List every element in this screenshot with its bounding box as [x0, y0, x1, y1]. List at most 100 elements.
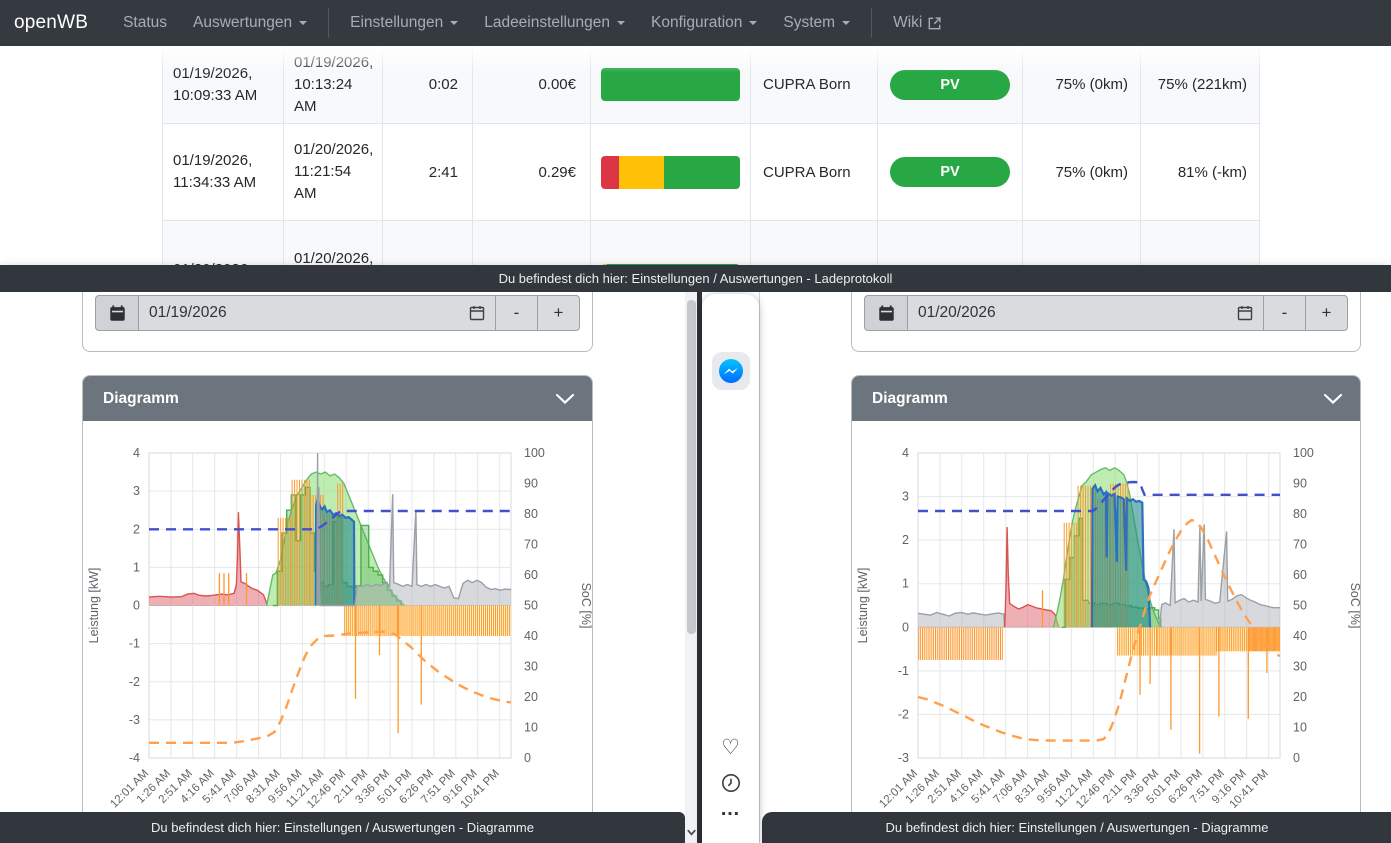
cell-end-time: 01/20/2026, 11:21:54 AM: [283, 124, 382, 220]
diagram-card-title: Diagramm: [103, 389, 179, 407]
nav-item-wiki[interactable]: Wiki: [880, 14, 954, 32]
svg-text:2: 2: [133, 522, 140, 536]
date-minus-button[interactable]: -: [1264, 295, 1306, 331]
chart-svg: 43210-1-2-3-4100908070605040302010012:01…: [87, 446, 592, 811]
ladepunkt-leistung-area: [1092, 485, 1151, 628]
svg-text:Leistung [kW]: Leistung [kW]: [856, 568, 870, 644]
breadcrumb-diagramme-left: Du befindest dich hier: Einstellungen / …: [0, 812, 685, 843]
svg-text:90: 90: [1293, 477, 1307, 491]
speicher-bars: [218, 479, 511, 734]
svg-text:90: 90: [524, 477, 538, 491]
more-options-icon[interactable]: …: [720, 798, 741, 820]
ladepunkt-leistung-area: [315, 499, 355, 606]
svg-text:100: 100: [1293, 446, 1314, 460]
nav-item-auswertungen[interactable]: Auswertungen: [180, 14, 320, 32]
window-divider: [697, 292, 702, 843]
calendar-icon: [109, 305, 125, 321]
svg-text:-3: -3: [129, 713, 140, 727]
nav-item-einstellungen[interactable]: Einstellungen: [337, 14, 471, 32]
scrollbar-vertical[interactable]: [685, 292, 698, 843]
svg-text:SoC [%]: SoC [%]: [579, 583, 592, 629]
bar-segment: [601, 155, 620, 189]
svg-text:20: 20: [1293, 690, 1307, 704]
svg-text:70: 70: [1293, 538, 1307, 552]
hausverbrauch-abend-line: [1158, 524, 1280, 628]
svg-text:0: 0: [1293, 751, 1300, 765]
browser-window-ladeprotokoll: openWB Status Auswertungen Einstellungen La…: [0, 0, 1391, 292]
scrollbar-down-arrow[interactable]: [685, 828, 698, 837]
cell-soc-end: 81% (-km): [1140, 124, 1260, 220]
table-row[interactable]: 01/19/2026, 10:09:33 AM 01/19/2026, 10:13…: [162, 46, 1260, 123]
brand-logo[interactable]: openWB: [14, 12, 89, 33]
cell-charge-mode: PV: [877, 124, 1022, 220]
clock-icon[interactable]: [720, 772, 742, 794]
nav-item-label: Einstellungen: [350, 14, 444, 31]
svg-text:10: 10: [524, 721, 538, 735]
charge-mode-badge: PV: [890, 69, 1010, 100]
nav-item-label: Ladeeinstellungen: [484, 14, 611, 31]
caret-down-icon: [842, 21, 851, 25]
hausverbrauch-morgen-line: [1003, 527, 1060, 628]
svg-text:20: 20: [524, 690, 538, 704]
speicher-soc-line: [917, 518, 1281, 742]
hausverbrauch-morgen-area: [149, 512, 268, 606]
date-value: 01/20/2026: [918, 304, 996, 321]
date-picker-icon[interactable]: [1237, 305, 1253, 321]
svg-text:60: 60: [524, 568, 538, 582]
date-input[interactable]: 01/20/2026: [908, 295, 1264, 331]
date-input[interactable]: 01/19/2026: [139, 295, 496, 331]
charge-mode-badge: PV: [890, 157, 1010, 187]
date-plus-button[interactable]: +: [1306, 295, 1348, 331]
date-value: 01/19/2026: [149, 304, 227, 321]
svg-text:-4: -4: [129, 751, 140, 765]
nav-item-ladeeinstellungen[interactable]: Ladeeinstellungen: [471, 14, 638, 32]
nav-menu: Status Auswertungen Einstellungen Ladeeinst…: [110, 8, 954, 38]
nav-item-konfiguration[interactable]: Konfiguration: [638, 14, 770, 32]
svg-text:3: 3: [133, 484, 140, 498]
svg-text:80: 80: [524, 507, 538, 521]
diagram-card-header[interactable]: Diagramm: [83, 376, 592, 421]
calendar-button[interactable]: [864, 295, 908, 331]
svg-text:-1: -1: [129, 637, 140, 651]
svg-text:70: 70: [524, 538, 538, 552]
nav-item-status[interactable]: Status: [110, 14, 180, 32]
caret-down-icon: [299, 21, 308, 25]
cell-start-time: 01/19/2026, 10:09:33 AM: [162, 46, 283, 123]
heart-icon[interactable]: ♡: [721, 736, 740, 759]
svg-text:-2: -2: [129, 675, 140, 689]
energy-split-bar: [601, 155, 740, 189]
nav-item-label: System: [783, 14, 836, 31]
calendar-icon: [878, 305, 894, 321]
breadcrumb-text: Du befindest dich hier: Einstellungen / …: [151, 820, 534, 835]
date-picker-icon[interactable]: [469, 305, 485, 321]
hausverbrauch-morgen-area: [1004, 527, 1059, 628]
breadcrumb-text: Du befindest dich hier: Einstellungen / …: [498, 271, 893, 286]
svg-text:-3: -3: [898, 751, 909, 765]
nav-item-label: Status: [123, 14, 168, 31]
calendar-button[interactable]: [95, 295, 139, 331]
cell-energy-bar: [590, 124, 750, 220]
date-picker-card: 01/20/2026 - +: [851, 284, 1361, 352]
scrollbar-thumb[interactable]: [687, 300, 696, 634]
svg-text:80: 80: [1293, 507, 1307, 521]
speicher-soc-line: [149, 630, 512, 744]
power-soc-chart: 4 3 2 1 0 -1 -2 -3 100 90 80 70 60 50 40 30 20 10 0 12:01 A…: [852, 421, 1361, 821]
hausverbrauch-nacht-area: [918, 612, 1005, 628]
date-plus-button[interactable]: +: [538, 295, 580, 331]
table-row[interactable]: 01/19/2026, 11:34:33 AM 01/20/2026, 11:21…: [162, 123, 1260, 220]
cell-cost: 0.00€: [472, 46, 590, 123]
chevron-down-icon: [556, 393, 574, 404]
date-minus-button[interactable]: -: [496, 295, 538, 331]
nav-item-system[interactable]: System: [770, 14, 863, 32]
cell-charge-mode: PV: [877, 46, 1022, 123]
grid: [917, 452, 1281, 759]
svg-text:50: 50: [1293, 599, 1307, 613]
cell-soc-start: 75% (0km): [1022, 124, 1140, 220]
diagram-card-header[interactable]: Diagramm: [852, 376, 1360, 421]
svg-text:30: 30: [1293, 660, 1307, 674]
breadcrumb-diagramme-right: Du befindest dich hier: Einstellungen / …: [762, 812, 1391, 843]
messenger-icon[interactable]: [711, 352, 750, 390]
cell-energy-bar: [590, 46, 750, 123]
diagram-card: Diagramm 4 3 2 1 0 -1 -2 -3 -4 100 90 80 70 60 50 40 30 2…: [82, 375, 593, 822]
svg-text:SoC [%]: SoC [%]: [1348, 583, 1361, 629]
